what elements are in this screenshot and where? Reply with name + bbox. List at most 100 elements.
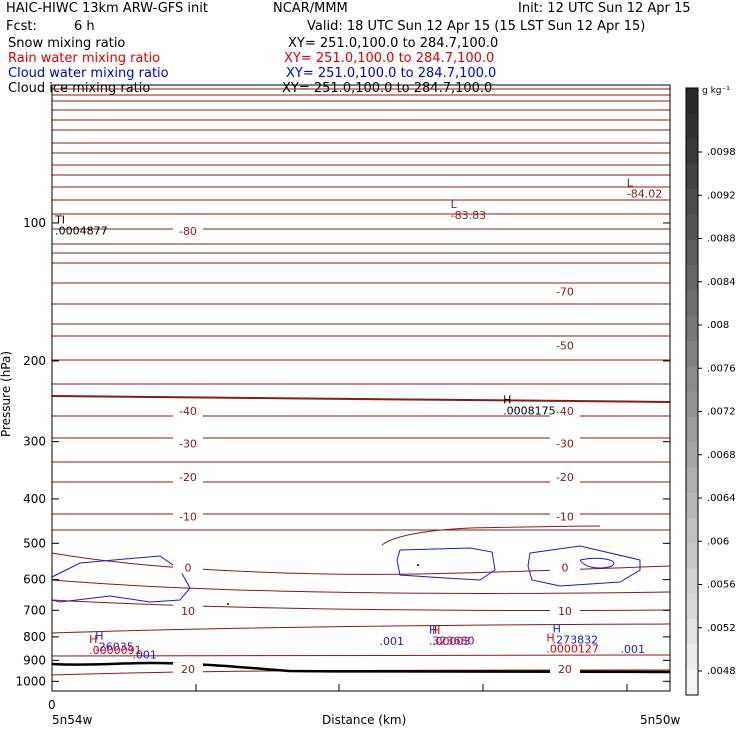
extremum-symbol: H [429, 624, 437, 637]
y-tick-label: 700 [23, 603, 46, 617]
colorbar-swatch [686, 467, 698, 494]
temperature-contour-label: 10 [558, 605, 572, 618]
extremum-value: .00003 [432, 635, 471, 648]
colorbar-swatch [686, 593, 698, 620]
temperature-contour-label: -40 [556, 405, 574, 418]
y-tick-label: 200 [23, 354, 46, 368]
y-tick-label: 100 [23, 216, 46, 230]
contour-label-bg [549, 603, 580, 617]
contour-label-bg [549, 284, 580, 298]
contour-label-bg [549, 338, 580, 352]
org-label: NCAR/MMM [273, 1, 348, 16]
x-axis-title: Distance (km) [322, 713, 407, 727]
colorbar-units: g kg⁻¹ [702, 86, 730, 96]
colorbar-tick-label: .0068 [707, 450, 736, 461]
colorbar-swatch [686, 492, 698, 519]
temperature-contour-label: -10 [556, 511, 574, 524]
y-tick-label: 500 [23, 536, 46, 550]
colorbar-tick-label: .0064 [707, 493, 736, 504]
colorbar-swatch [686, 391, 698, 418]
colorbar-swatch [686, 619, 698, 645]
temperature-contour-label: 20 [181, 663, 195, 676]
field-cloud-water-label: Cloud water mixing ratio [8, 66, 169, 81]
y-tick-label: 400 [23, 492, 46, 506]
extremum-value: .0004877 [55, 225, 107, 238]
temperature-contour-label: 0 [561, 561, 568, 574]
colorbar-swatch [686, 442, 698, 468]
colorbar-swatch [686, 517, 698, 544]
field-rain-label: Rain water mixing ratio [8, 51, 161, 66]
temperature-contour-label: -40 [179, 405, 197, 418]
y-tick-label: 800 [23, 630, 46, 644]
temperature-contour-label: -30 [556, 438, 574, 451]
colorbar-tick-label: .0098 [707, 147, 736, 158]
temperature-contour-label: 10 [181, 605, 195, 618]
temperature-contour-label: -10 [179, 511, 197, 524]
extremum-symbol: H [95, 629, 103, 642]
extremum-value: .273832 [553, 634, 599, 647]
colorbar-swatch [686, 366, 698, 392]
field-rain-xy: XY= 251.0,100.0 to 284.7,100.0 [284, 51, 495, 66]
field-snow-label: Snow mixing ratio [8, 36, 126, 51]
field-snow-xy: XY= 251.0,100.0 to 284.7,100.0 [288, 36, 499, 51]
extremum-symbol: TI [54, 214, 65, 227]
contour-label-bg [549, 662, 580, 676]
colorbar-swatch [686, 290, 698, 317]
colorbar-tick-label: .0048 [707, 666, 736, 677]
y-tick-label: 600 [23, 573, 46, 587]
colorbar-frame [685, 87, 699, 696]
colorbar-swatch [686, 163, 698, 190]
cloud-water-contour-label: .001 [380, 635, 405, 648]
extremum-symbol: H [89, 633, 97, 646]
valid-time: Valid: 18 UTC Sun 12 Apr 15 (15 LST Sun … [307, 19, 646, 34]
colorbar-swatch [686, 189, 698, 215]
extremum-value: .0008175 [503, 405, 556, 418]
y-tick-label: 1000 [15, 674, 46, 688]
x-end-location: 5n50w [640, 713, 681, 727]
colorbar-swatch [686, 416, 698, 443]
contour-label-bg [172, 509, 203, 523]
colorbar-swatch [686, 113, 698, 140]
colorbar-swatch [686, 265, 698, 291]
contour-label-bg [549, 509, 580, 523]
temperature-contour-label: 0 [184, 561, 191, 574]
extremum-symbol: L [627, 177, 634, 190]
contour-label-bg [172, 603, 203, 617]
colorbar-swatch [686, 340, 698, 367]
colorbar-tick-label: .006 [707, 536, 729, 547]
colorbar-tick-label: .0052 [707, 623, 736, 634]
cloud-water-contour-label: .001 [132, 648, 157, 661]
temperature-contour-label: 20 [558, 663, 572, 676]
colorbar-swatch [686, 568, 698, 595]
colorbar-swatch [686, 644, 698, 671]
colorbar-swatch [686, 138, 698, 165]
colorbar-swatch [686, 543, 698, 570]
contour-label-bg [549, 469, 580, 483]
extremum-value: .323680 [429, 635, 475, 648]
contour-label-bg [549, 560, 580, 574]
extremum-symbol: H [503, 394, 511, 407]
colorbar-tick-label: .008 [707, 320, 729, 331]
contour-label-bg [172, 403, 203, 417]
temperature-contour-label: -20 [179, 471, 197, 484]
temperature-contour-label: -80 [179, 225, 197, 238]
init-time: Init: 12 UTC Sun 12 Apr 15 [518, 1, 691, 16]
extremum-value: -84.02 [627, 188, 662, 201]
y-tick-label: 900 [23, 653, 46, 667]
model-title: HAIC-HIWC 13km ARW-GFS init [6, 1, 208, 16]
colorbar-swatch [686, 239, 698, 266]
forecast-label: Fcst: [6, 19, 37, 34]
colorbar-swatch [686, 315, 698, 342]
temperature-contour-label: -20 [556, 471, 574, 484]
contour-label-bg [172, 436, 203, 450]
contour-label-bg [172, 662, 203, 676]
extremum-symbol: H [546, 632, 554, 645]
colorbar-swatch [686, 88, 698, 114]
extremum-symbol: L [451, 198, 458, 211]
colorbar-tick-label: .0092 [707, 190, 736, 201]
colorbar-tick-label: .0084 [707, 277, 736, 288]
contour-label-bg [172, 469, 203, 483]
contour-label-bg [172, 223, 203, 237]
